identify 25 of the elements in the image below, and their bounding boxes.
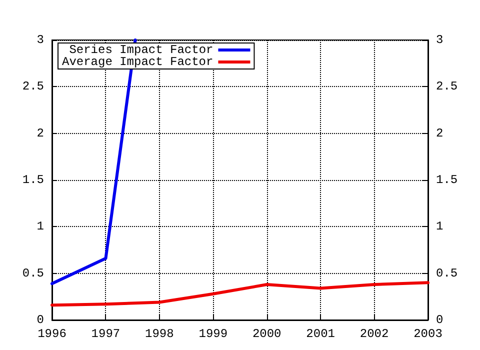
x-tick-label: 1998: [145, 327, 174, 341]
x-tick-label: 1999: [198, 327, 228, 341]
x-tick-label: 2002: [360, 327, 389, 341]
x-tick-label: 2000: [252, 327, 282, 341]
y2-tick-label: 2.5: [436, 80, 458, 94]
x-tick-label: 2001: [306, 327, 335, 341]
y2-tick-label: 1: [436, 220, 444, 234]
y-tick-label: 0.5: [22, 266, 44, 280]
x-tick-label: 1996: [38, 327, 66, 341]
y-tick-label: 3: [36, 33, 44, 47]
legend-label: Series Impact Factor: [69, 43, 214, 57]
y-tick-label: 1: [36, 220, 44, 234]
y2-tick-label: 0.5: [436, 266, 458, 280]
y2-tick-label: 2: [436, 126, 444, 140]
y2-tick-label: 1.5: [436, 173, 458, 187]
y-tick-label: 1.5: [22, 173, 44, 187]
line-series: [50, 281, 430, 307]
x-tick-label: 1997: [91, 327, 120, 341]
y-tick-label: 2: [36, 126, 44, 140]
y2-tick-label: 0: [436, 313, 444, 327]
y2-tick-label: 3: [436, 33, 444, 47]
legend-label: Average Impact Factor: [62, 55, 214, 69]
x-tick-label: 2003: [414, 327, 442, 341]
y-tick-label: 0: [36, 313, 44, 327]
y-tick-label: 2.5: [22, 80, 44, 94]
